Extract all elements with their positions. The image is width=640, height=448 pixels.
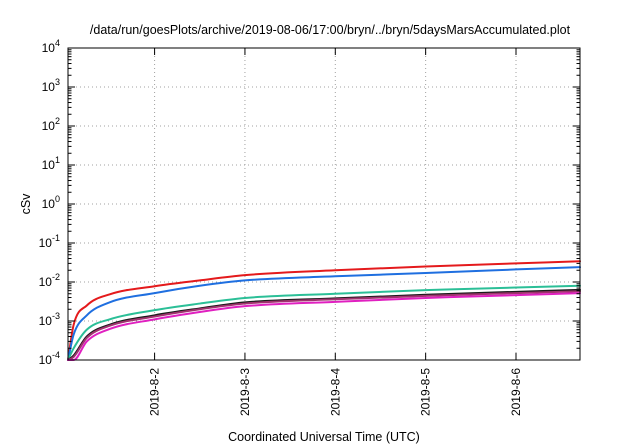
y-tick-label: 10-4 [39,350,60,367]
x-tick-label: 2019-8-5 [419,368,433,416]
x-tick-label: 2019-8-2 [148,368,162,416]
x-tick-label: 2019-8-4 [328,368,342,416]
y-tick-label: 102 [42,116,60,133]
y-axis: 10-4 10-3 10-2 10-1 100 101 102 103 104 [39,38,580,367]
series-line-5 [67,290,581,361]
y-tick-label: 10-1 [39,233,60,250]
x-axis-label: Coordinated Universal Time (UTC) [228,430,420,444]
grid-lines [68,48,580,360]
y-tick-label: 101 [42,155,60,172]
y-tick-label: 104 [42,38,60,55]
series-line-6 [67,292,581,361]
chart-title: /data/run/goesPlots/archive/2019-08-06/1… [90,23,571,37]
y-axis-label: cSv [19,193,33,215]
series-line-1 [67,260,581,361]
series-line-3 [67,284,581,361]
y-tick-label: 10-2 [39,272,60,289]
x-axis: 2019-8-2 2019-8-3 2019-8-4 2019-8-5 2019-8-6 [148,48,523,416]
series-layer [67,260,581,361]
y-tick-label: 10-3 [39,311,60,328]
x-tick-label: 2019-8-3 [238,368,252,416]
y-tick-label: 103 [42,77,60,94]
y-tick-label: 100 [42,194,60,211]
x-tick-label: 2019-8-6 [509,368,523,416]
series-line-2 [67,266,581,361]
